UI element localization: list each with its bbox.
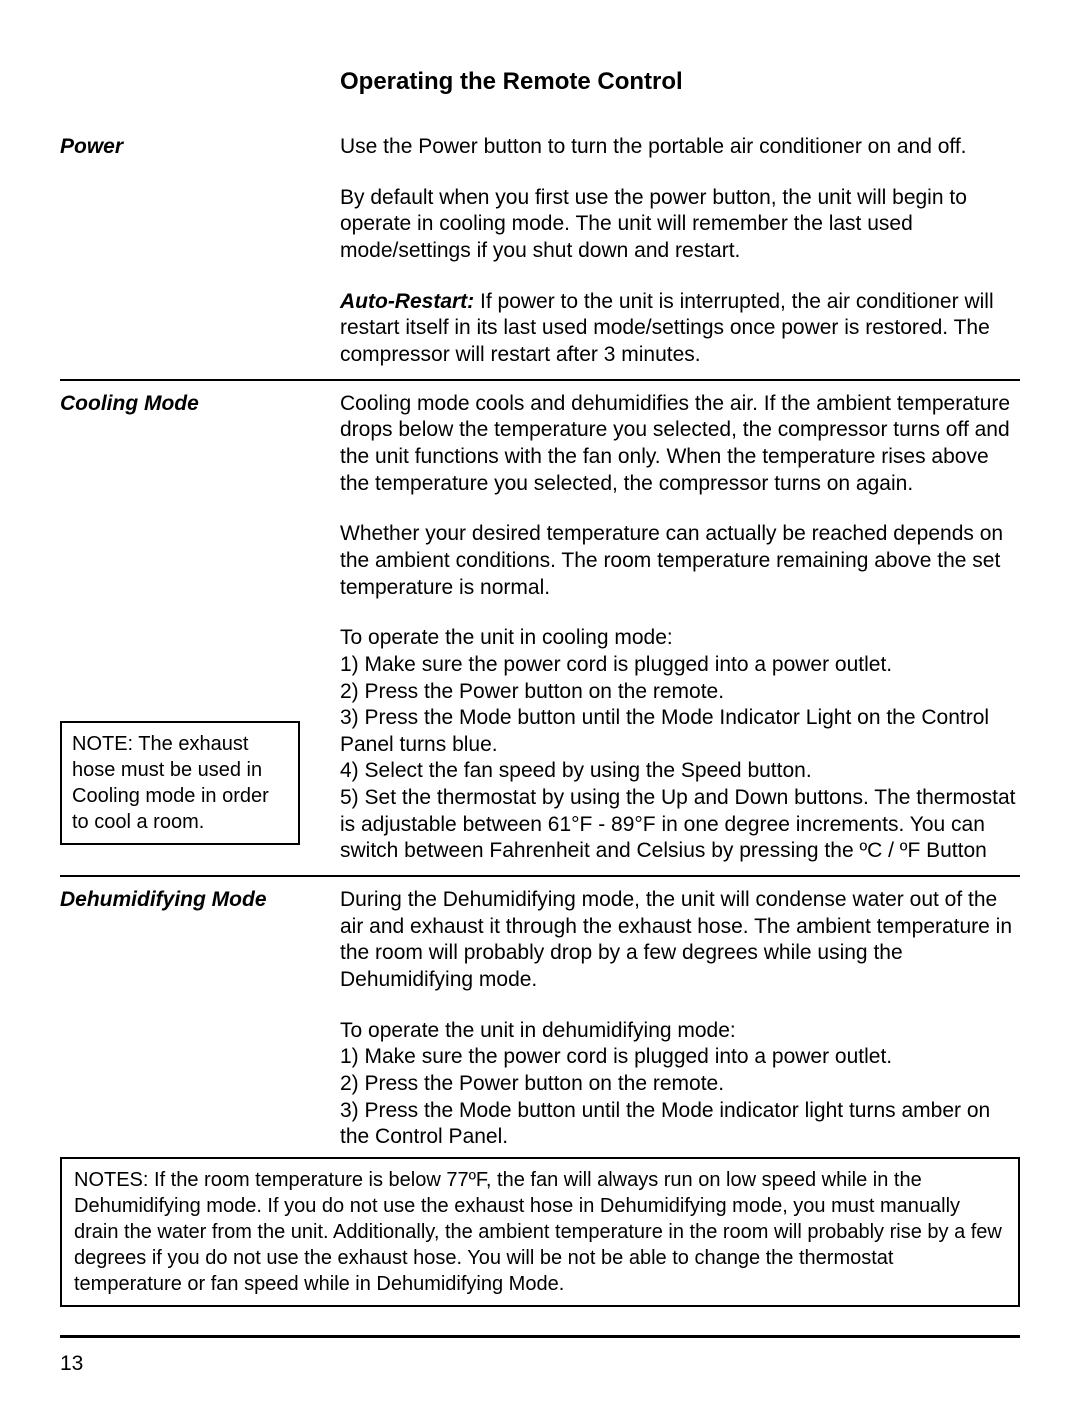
dehumid-steps: To operate the unit in dehumidifying mod… bbox=[340, 1018, 1020, 1151]
cooling-steps: To operate the unit in cooling mode: 1) … bbox=[340, 625, 1020, 865]
cooling-step-1: 1) Make sure the power cord is plugged i… bbox=[340, 652, 1020, 679]
section-dehumid: Dehumidifying Mode During the Dehumidify… bbox=[60, 887, 1020, 1155]
cooling-step-4: 4) Select the fan speed by using the Spe… bbox=[340, 758, 1020, 785]
dehumid-step-3: 3) Press the Mode button until the Mode … bbox=[340, 1098, 1020, 1151]
dehumid-step-1: 1) Make sure the power cord is plugged i… bbox=[340, 1044, 1020, 1071]
cooling-step-5: 5) Set the thermostat by using the Up an… bbox=[340, 785, 1020, 865]
power-p1: Use the Power button to turn the portabl… bbox=[340, 134, 1020, 161]
page-title: Operating the Remote Control bbox=[340, 68, 1020, 96]
dehumid-steps-intro: To operate the unit in dehumidifying mod… bbox=[340, 1018, 1020, 1045]
dehumid-label: Dehumidifying Mode bbox=[60, 887, 330, 914]
dehumid-step-2: 2) Press the Power button on the remote. bbox=[340, 1071, 1020, 1098]
cooling-p2: Whether your desired temperature can act… bbox=[340, 521, 1020, 601]
cooling-step-3: 3) Press the Mode button until the Mode … bbox=[340, 705, 1020, 758]
power-p3: Auto-Restart: If power to the unit is in… bbox=[340, 289, 1020, 369]
section-power: Power Use the Power button to turn the p… bbox=[60, 134, 1020, 369]
page-number: 13 bbox=[60, 1352, 1020, 1376]
dehumid-p1: During the Dehumidifying mode, the unit … bbox=[340, 887, 1020, 994]
cooling-label: Cooling Mode bbox=[60, 391, 330, 418]
cooling-step-2: 2) Press the Power button on the remote. bbox=[340, 679, 1020, 706]
power-p2: By default when you first use the power … bbox=[340, 185, 1020, 265]
section-cooling: Cooling Mode NOTE: The exhaust hose must… bbox=[60, 391, 1020, 866]
cooling-steps-intro: To operate the unit in cooling mode: bbox=[340, 625, 1020, 652]
auto-restart-label: Auto-Restart: bbox=[340, 290, 474, 313]
dehumid-notes-box: NOTES: If the room temperature is below … bbox=[60, 1157, 1020, 1307]
footer-rule bbox=[60, 1335, 1020, 1338]
power-label: Power bbox=[60, 134, 330, 161]
rule-after-power bbox=[60, 379, 1020, 381]
cooling-note-box: NOTE: The exhaust hose must be used in C… bbox=[60, 721, 300, 845]
rule-after-cooling bbox=[60, 875, 1020, 877]
cooling-p1: Cooling mode cools and dehumidifies the … bbox=[340, 391, 1020, 498]
